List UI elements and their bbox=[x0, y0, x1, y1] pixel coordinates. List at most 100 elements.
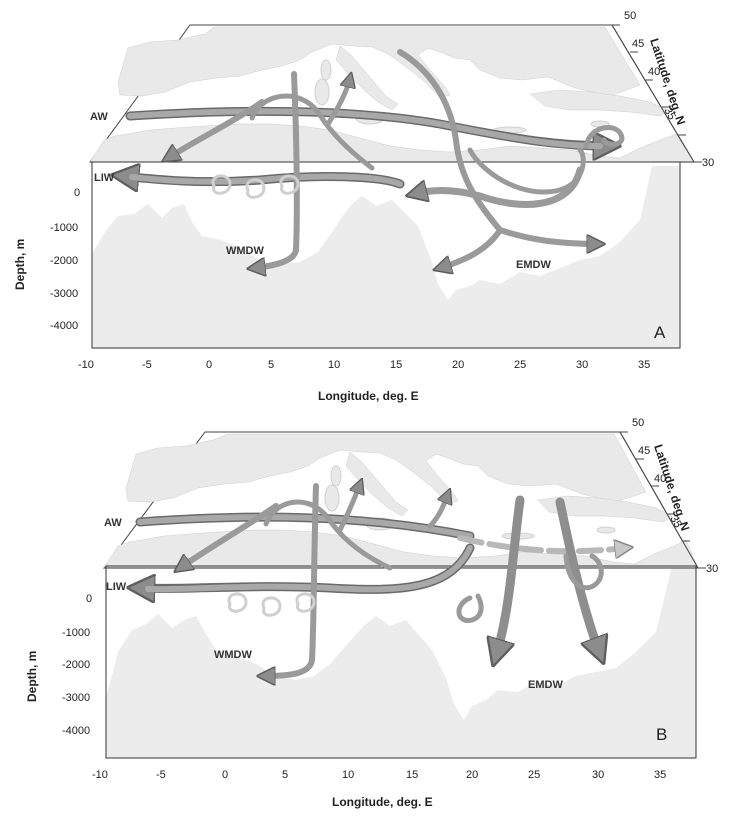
aw-inflow-arrow-core bbox=[127, 108, 603, 149]
lon-axis-title: Longitude, deg. E bbox=[332, 795, 433, 809]
europe-landmass bbox=[117, 26, 641, 99]
sardinia-island bbox=[324, 484, 340, 512]
depth-tick: -4000 bbox=[50, 320, 78, 332]
lat-tick: 50 bbox=[632, 417, 644, 429]
panel-a: 50 45 40 35 30 Latitude, deg. N bbox=[13, 10, 714, 403]
lon-tick: 15 bbox=[406, 769, 418, 781]
wmdw-descent bbox=[254, 71, 300, 268]
eddy-ring bbox=[261, 596, 282, 617]
seafloor-profile bbox=[92, 166, 680, 348]
lon-tick: 0 bbox=[222, 769, 228, 781]
africa-landmass bbox=[103, 529, 699, 569]
aw-label: AW bbox=[90, 111, 108, 123]
lon-tick: -5 bbox=[156, 769, 166, 781]
lon-tick: 5 bbox=[282, 769, 288, 781]
liw-label: LIW bbox=[94, 172, 115, 184]
lat-tick: 30 bbox=[706, 563, 718, 575]
aw-inflow-arrow-core bbox=[137, 514, 473, 539]
depth-axis-title: Depth, m bbox=[13, 239, 27, 290]
lon-tick: 15 bbox=[390, 359, 402, 371]
depth-tick: -2000 bbox=[62, 659, 90, 671]
eddy-ring bbox=[211, 174, 232, 195]
liw-west-branch bbox=[180, 503, 279, 568]
map-plane-a bbox=[89, 24, 695, 163]
depth-tick: -1000 bbox=[62, 627, 90, 639]
lon-tick: 10 bbox=[342, 769, 354, 781]
lon-tick: 25 bbox=[514, 359, 526, 371]
lon-tick: 10 bbox=[328, 359, 340, 371]
eddy-ring bbox=[245, 178, 266, 199]
lon-tick: 35 bbox=[654, 769, 666, 781]
depth-tick: -1000 bbox=[50, 222, 78, 234]
eastern-liw-flow bbox=[414, 166, 584, 208]
longitude-axis-a: -10 -5 0 5 10 15 20 25 30 35 Longitude, … bbox=[78, 359, 650, 403]
eddy-ring bbox=[227, 592, 248, 613]
longitude-axis-b: -10 -5 0 5 10 15 20 25 30 35 Longitude, … bbox=[92, 769, 666, 809]
africa-landmass bbox=[89, 123, 695, 163]
tyrrhenian-rise bbox=[325, 78, 350, 127]
depth-section-b bbox=[104, 565, 698, 759]
depth-tick: -2000 bbox=[50, 255, 78, 267]
anatolia-landmass bbox=[529, 89, 669, 117]
lon-tick: 30 bbox=[576, 359, 588, 371]
lat-tick: 45 bbox=[632, 38, 644, 50]
eddy-ring bbox=[279, 174, 300, 195]
aegean-descent bbox=[397, 49, 503, 233]
cyprus-island bbox=[596, 526, 616, 534]
section-frame bbox=[105, 565, 697, 759]
aw-loop-east bbox=[583, 125, 625, 149]
depth-section-a bbox=[90, 161, 694, 349]
liw-west-branch bbox=[168, 99, 265, 158]
emdw-spread-east bbox=[497, 227, 598, 244]
lions-gyre bbox=[263, 499, 393, 571]
adriatic-rise bbox=[427, 494, 448, 529]
lon-tick: 20 bbox=[466, 769, 478, 781]
corsica-island bbox=[320, 59, 332, 81]
depth-axis-a: 0 -1000 -2000 -3000 -4000 Depth, m bbox=[13, 187, 80, 332]
depth-tick: -3000 bbox=[50, 288, 78, 300]
depth-tick: -3000 bbox=[62, 692, 90, 704]
lat-tick: 40 bbox=[654, 473, 666, 485]
lat-tick: 35 bbox=[667, 514, 684, 531]
flow-arrows-a bbox=[122, 49, 625, 268]
levantine-loop bbox=[563, 553, 604, 591]
liw-main-core bbox=[145, 545, 473, 593]
lat-tick: 30 bbox=[702, 157, 714, 169]
emdw-label: EMDW bbox=[516, 259, 551, 271]
seafloor-profile bbox=[106, 566, 696, 758]
levantine-loop bbox=[467, 147, 586, 195]
emdw-label: EMDW bbox=[528, 679, 563, 691]
flow-arrows-b bbox=[138, 484, 626, 676]
sardinia-island bbox=[314, 78, 330, 106]
lat-tick: 35 bbox=[661, 106, 678, 123]
wmdw-label: WMDW bbox=[226, 245, 264, 257]
corsica-island bbox=[330, 465, 342, 487]
depth-tick: -4000 bbox=[62, 725, 90, 737]
lon-tick: 30 bbox=[592, 769, 604, 781]
lon-axis-title: Longitude, deg. E bbox=[318, 389, 419, 403]
lon-tick: 25 bbox=[528, 769, 540, 781]
europe-landmass bbox=[125, 433, 647, 505]
lon-tick: 5 bbox=[268, 359, 274, 371]
panel-letter-b: B bbox=[656, 725, 667, 744]
lon-tick: -5 bbox=[142, 359, 152, 371]
wmdw-descent bbox=[264, 483, 319, 676]
aw-dashed-east bbox=[457, 535, 626, 551]
lat-tick: 45 bbox=[638, 445, 650, 457]
aw-label: AW bbox=[104, 517, 122, 529]
anatolia-landmass bbox=[537, 495, 673, 523]
depth-axis-b: 0 -1000 -2000 -3000 -4000 Depth, m bbox=[25, 593, 92, 737]
liw-label: LIW bbox=[106, 581, 127, 593]
depth-tick: 0 bbox=[74, 187, 80, 199]
depth-tick: 0 bbox=[86, 593, 92, 605]
emdw-south-descent bbox=[496, 495, 525, 656]
lon-tick: 0 bbox=[206, 359, 212, 371]
lat-tick: 40 bbox=[648, 66, 660, 78]
depth-axis-title: Depth, m bbox=[25, 651, 39, 702]
lat-tick: 50 bbox=[624, 10, 636, 22]
lon-tick: -10 bbox=[78, 359, 94, 371]
panel-letter-a: A bbox=[654, 323, 666, 342]
wmdw-label: WMDW bbox=[214, 649, 252, 661]
